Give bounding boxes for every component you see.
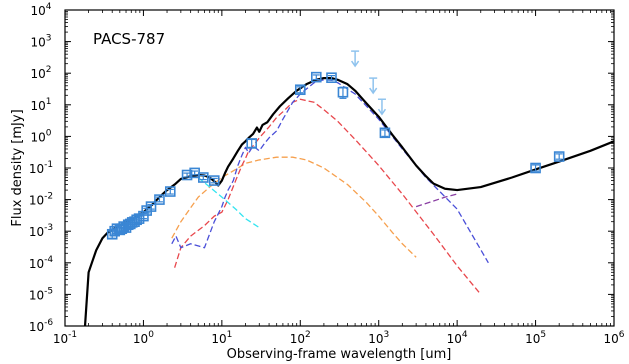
upper-limit (369, 77, 378, 95)
stellar-component-line (197, 177, 260, 229)
x-tick-label: 103 (368, 330, 389, 346)
photometry-point (310, 71, 322, 83)
x-tick-label: 105 (525, 330, 546, 346)
photometry-point (246, 138, 257, 149)
photometry-point (326, 72, 337, 84)
photometry-marker (154, 194, 165, 205)
x-tick-label: 101 (211, 330, 232, 346)
points-layer (106, 50, 565, 240)
y-tick-label: 101 (30, 97, 51, 113)
y-tick-label: 100 (30, 128, 51, 144)
y-tick-label: 10-6 (29, 318, 54, 334)
x-tick-label: 102 (290, 330, 311, 346)
photometry-point (553, 151, 565, 162)
cold-dust-component-line (171, 79, 489, 264)
photometry-point (138, 210, 149, 222)
y-tick-label: 10-4 (29, 255, 54, 271)
photometry-point (154, 194, 165, 205)
agn-component-line (171, 156, 417, 258)
y-tick-label: 10-1 (29, 160, 53, 176)
photometry-point (145, 201, 157, 212)
y-tick-label: 10-2 (29, 192, 53, 208)
photometry-marker (164, 186, 176, 197)
photometry-marker (553, 151, 565, 162)
photometry-point (198, 172, 209, 183)
photometry-point (294, 84, 306, 96)
photometry-marker (138, 210, 149, 222)
y-axis-title: Flux density [mJy] (10, 109, 25, 226)
x-axis-title: Observing-frame wavelength [um] (227, 347, 452, 362)
upper-limit (350, 50, 360, 68)
photometry-marker (530, 162, 541, 174)
photometry-marker (198, 172, 209, 183)
photometry-marker (131, 214, 142, 226)
x-tick-label: 100 (133, 330, 154, 346)
y-tick-label: 10-5 (29, 286, 53, 302)
y-tick-label: 10-3 (29, 223, 53, 239)
photometry-marker (145, 201, 157, 212)
photometry-marker (379, 127, 391, 139)
photometry-marker (246, 138, 257, 149)
photometry-marker (337, 86, 349, 98)
y-tick-label: 103 (30, 34, 51, 50)
panel-label: PACS-787 (93, 30, 165, 48)
photometry-marker (326, 72, 337, 84)
warm-dust-component-line (174, 98, 482, 295)
photometry-point (208, 175, 220, 186)
x-tick-label: 106 (603, 330, 624, 346)
upper-limit-arrowhead (369, 87, 378, 95)
photometry-point (530, 162, 541, 174)
photometry-point (379, 127, 391, 139)
photometry-point (164, 186, 176, 197)
x-tick-label: 10-1 (53, 330, 77, 346)
photometry-marker (208, 175, 220, 186)
x-tick-label: 104 (447, 330, 468, 346)
ticks-layer: 10-1 100 101 102 103 104 105 106 10-6 10-5 10-4 10-… (29, 2, 625, 346)
upper-limit-arrowhead (377, 108, 387, 116)
photometry-point (337, 86, 349, 99)
photometry-marker (310, 71, 322, 83)
y-tick-label: 102 (30, 65, 51, 81)
y-tick-label: 104 (30, 2, 51, 18)
photometry-marker (294, 84, 306, 96)
upper-limit (377, 98, 387, 116)
radio-component-line (415, 193, 458, 208)
upper-limit-arrowhead (350, 60, 360, 68)
